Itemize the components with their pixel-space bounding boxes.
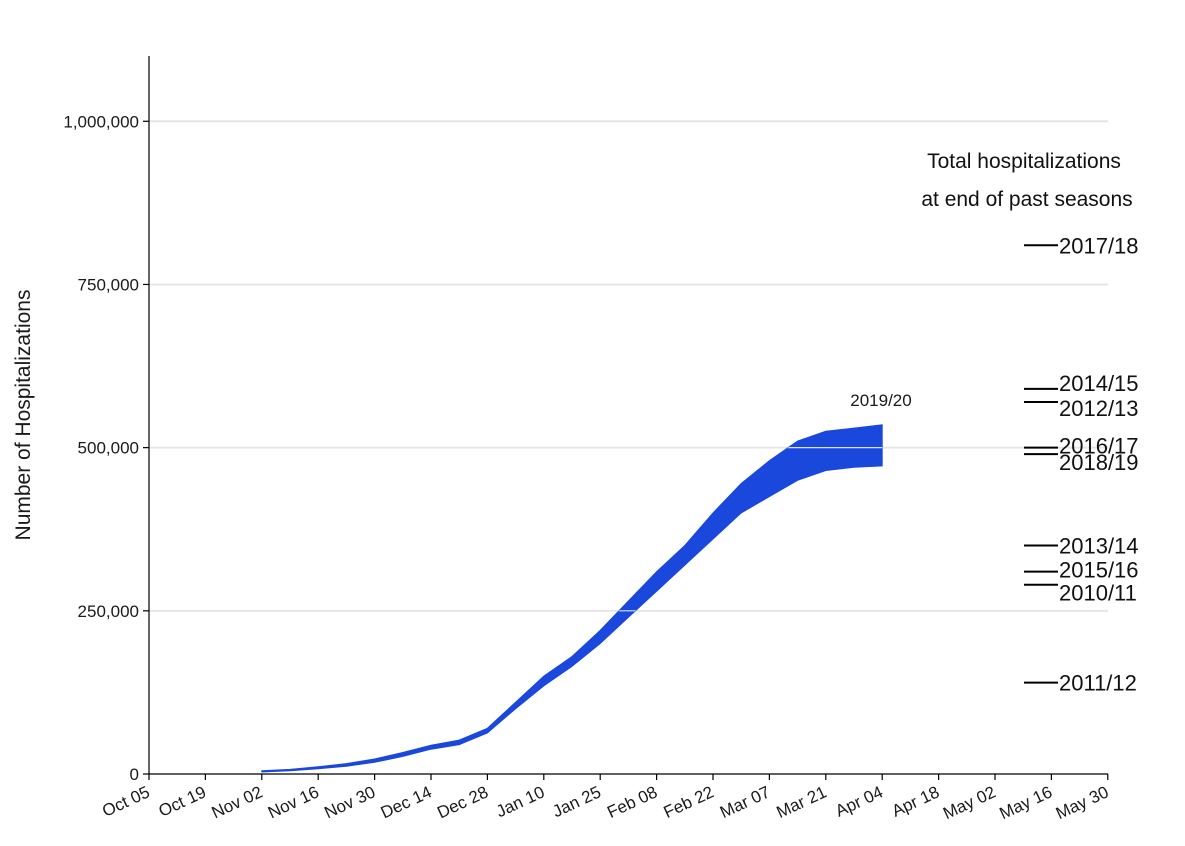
past-season-label: 2013/14 <box>1059 534 1139 559</box>
x-tick-label: May 02 <box>940 782 999 823</box>
past-season-label: 2016/17 <box>1059 434 1139 459</box>
x-tick-label: Mar 07 <box>717 782 773 822</box>
past-season-label: 2014/15 <box>1059 371 1139 396</box>
x-tick-label: Feb 22 <box>661 782 717 822</box>
y-tick-label: 1,000,000 <box>63 112 139 131</box>
y-tick-label: 250,000 <box>78 602 139 621</box>
past-season-label: 2010/11 <box>1059 581 1137 606</box>
x-tick-label: Oct 05 <box>99 782 152 820</box>
x-tick-label: Dec 28 <box>434 782 491 822</box>
x-tick-label: Feb 08 <box>604 782 660 822</box>
x-tick-label: Apr 04 <box>832 782 885 820</box>
legend-title-line-2: at end of past seasons <box>921 188 1132 211</box>
x-tick-label: May 30 <box>1053 782 1112 823</box>
x-tick-label: Nov 16 <box>265 782 322 822</box>
x-tick-label: Jan 10 <box>493 782 547 821</box>
x-tick-label: Mar 21 <box>773 782 829 822</box>
band-label: 2019/20 <box>850 391 911 410</box>
y-tick-label: 0 <box>130 765 139 784</box>
x-tick-label: Dec 14 <box>378 782 435 822</box>
y-tick-label: 750,000 <box>78 275 139 294</box>
x-tick-label: Oct 19 <box>156 782 209 820</box>
x-tick-label: Jan 25 <box>550 782 604 821</box>
past-season-label: 2017/18 <box>1059 233 1139 258</box>
past-season-label: 2012/13 <box>1059 396 1139 421</box>
y-axis-title: Number of Hospitalizations <box>12 290 35 541</box>
x-tick-label: Apr 18 <box>889 782 942 820</box>
past-season-label: 2015/16 <box>1059 558 1139 583</box>
legend-title-line-1: Total hospitalizations <box>927 150 1121 173</box>
past-season-label: 2011/12 <box>1059 671 1137 696</box>
hospitalization-range-band <box>261 424 883 773</box>
x-tick-label: May 16 <box>997 782 1056 823</box>
x-tick-label: Nov 02 <box>209 782 266 822</box>
x-tick-label: Nov 30 <box>321 782 378 822</box>
y-tick-label: 500,000 <box>78 439 139 458</box>
past-season-label: 2018/19 <box>1059 450 1139 475</box>
